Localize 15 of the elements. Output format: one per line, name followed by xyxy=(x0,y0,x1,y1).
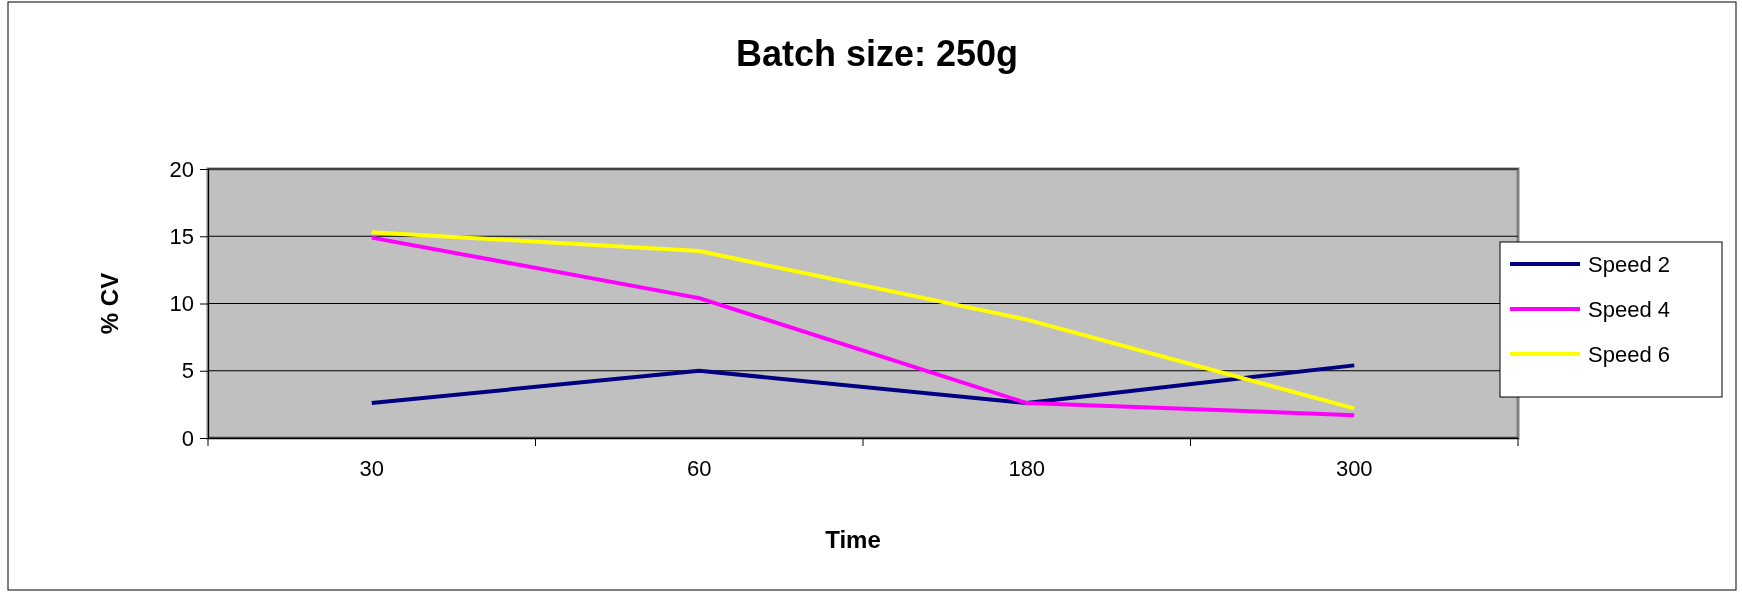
x-tick-label: 30 xyxy=(359,455,384,481)
x-tick-label: 60 xyxy=(687,455,712,481)
y-tick-label: 0 xyxy=(181,425,194,451)
x-axis-title: Time xyxy=(825,526,881,553)
y-axis-title: % CV xyxy=(96,272,123,335)
legend-label: Speed 4 xyxy=(1588,297,1670,322)
y-tick-label: 20 xyxy=(169,156,194,182)
x-tick-label: 300 xyxy=(1335,455,1373,481)
y-tick-label: 5 xyxy=(181,358,194,384)
y-tick-label: 15 xyxy=(169,223,194,249)
chart-title: Batch size: 250g xyxy=(735,33,1019,74)
y-tick-label: 10 xyxy=(169,291,194,317)
legend-label: Speed 6 xyxy=(1588,342,1670,367)
legend-label: Speed 2 xyxy=(1588,252,1670,277)
x-tick-label: 180 xyxy=(1008,455,1046,481)
